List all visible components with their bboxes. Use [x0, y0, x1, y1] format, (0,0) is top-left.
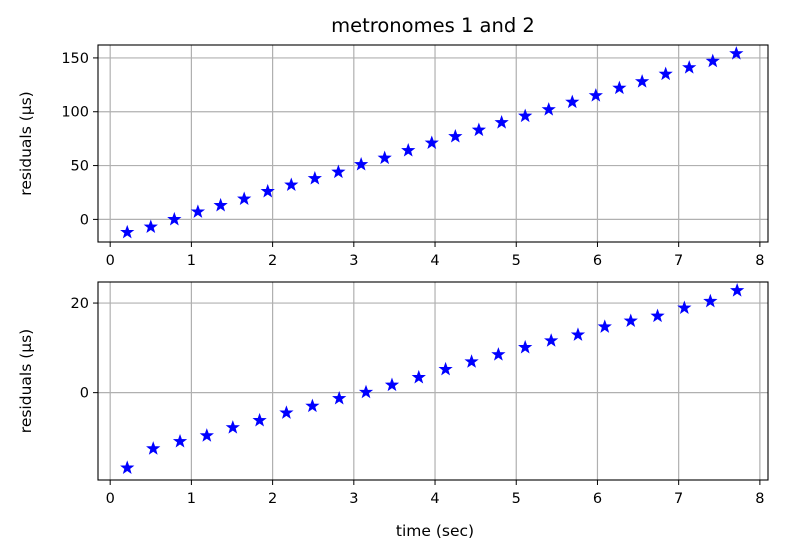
data-point: [172, 433, 188, 448]
data-point: [565, 94, 580, 109]
data-point: [120, 224, 135, 239]
axes-frame: [97, 281, 769, 481]
data-point: [331, 164, 346, 179]
x-tick-label: 6: [593, 253, 602, 269]
x-tick-label: 5: [512, 491, 521, 507]
x-tick-label: 4: [430, 491, 439, 507]
x-tick-label: 7: [674, 491, 683, 507]
x-tick-label: 6: [593, 491, 602, 507]
data-point: [729, 46, 744, 60]
x-tick-label: 8: [755, 491, 764, 507]
data-point: [284, 177, 299, 191]
x-tick-label: 1: [187, 253, 196, 269]
data-point: [730, 283, 745, 297]
x-tick-label: 3: [349, 253, 358, 269]
data-point: [703, 293, 718, 308]
data-point: [658, 66, 673, 81]
x-tick-label: 0: [106, 491, 115, 507]
axes-frame: [97, 44, 769, 243]
subplot-2: 0 1 2 3 4 5 6 7 8 0 20 residuals (μs) time (sec): [17, 281, 769, 540]
data-point: [464, 354, 479, 368]
data-point: [120, 460, 135, 474]
data-point: [491, 347, 506, 361]
data-point: [471, 122, 487, 137]
data-point: [307, 171, 322, 185]
y-tick-label: 20: [71, 296, 89, 312]
y-axis-label: residuals (μs): [17, 91, 35, 195]
data-point: [354, 157, 369, 171]
data-point: [305, 398, 320, 413]
data-point: [225, 420, 240, 434]
data-point: [279, 405, 294, 419]
data-point: [401, 143, 416, 157]
x-tick-label: 5: [512, 253, 521, 269]
data-point: [570, 327, 586, 341]
data-point: [544, 333, 559, 347]
x-tick-label: 7: [674, 253, 683, 269]
x-tick-label: 1: [187, 491, 196, 507]
y-tick-label: 150: [61, 51, 89, 67]
data-point: [634, 74, 650, 88]
data-point: [541, 102, 556, 116]
data-point: [167, 211, 182, 226]
subplot-1: 0 1 2 3 4 5 6 7 8 0 50 100 150 residuals (μs) metronom…: [17, 14, 769, 269]
data-point: [237, 191, 252, 205]
data-point: [518, 339, 533, 354]
data-point: [612, 80, 627, 95]
data-point: [146, 441, 161, 455]
x-axis-label: time (sec): [396, 522, 474, 540]
data-point: [199, 428, 214, 442]
chart-title: metronomes 1 and 2: [331, 14, 535, 37]
data-point: [190, 204, 206, 218]
data-point: [705, 53, 720, 68]
data-point: [411, 369, 426, 384]
x-tick-label: 3: [349, 491, 358, 507]
y-axis-label: residuals (μs): [17, 329, 35, 433]
x-tick-label: 4: [430, 253, 439, 269]
data-point: [518, 108, 533, 123]
data-point: [213, 197, 228, 212]
y-tick-label: 100: [61, 105, 89, 121]
data-point: [677, 300, 692, 315]
y-tick-label: 50: [71, 159, 89, 175]
data-point: [623, 313, 638, 328]
data-point: [597, 319, 612, 333]
data-point: [143, 219, 158, 233]
data-point: [682, 60, 697, 74]
data-point: [358, 384, 374, 399]
data-point: [252, 412, 267, 427]
x-tick-label: 2: [268, 491, 277, 507]
data-point: [650, 308, 665, 323]
data-point: [332, 390, 347, 405]
data-point: [260, 183, 275, 198]
data-point: [424, 135, 439, 150]
data-point: [377, 150, 392, 165]
data-point: [494, 115, 509, 129]
data-point: [588, 88, 603, 102]
x-tick-label: 8: [755, 253, 764, 269]
y-tick-label: 0: [80, 386, 89, 402]
y-tick-label: 0: [80, 212, 89, 228]
data-point: [448, 129, 463, 143]
x-tick-label: 0: [106, 253, 115, 269]
data-point: [384, 377, 400, 392]
x-tick-label: 2: [268, 253, 277, 269]
data-point: [438, 361, 453, 376]
